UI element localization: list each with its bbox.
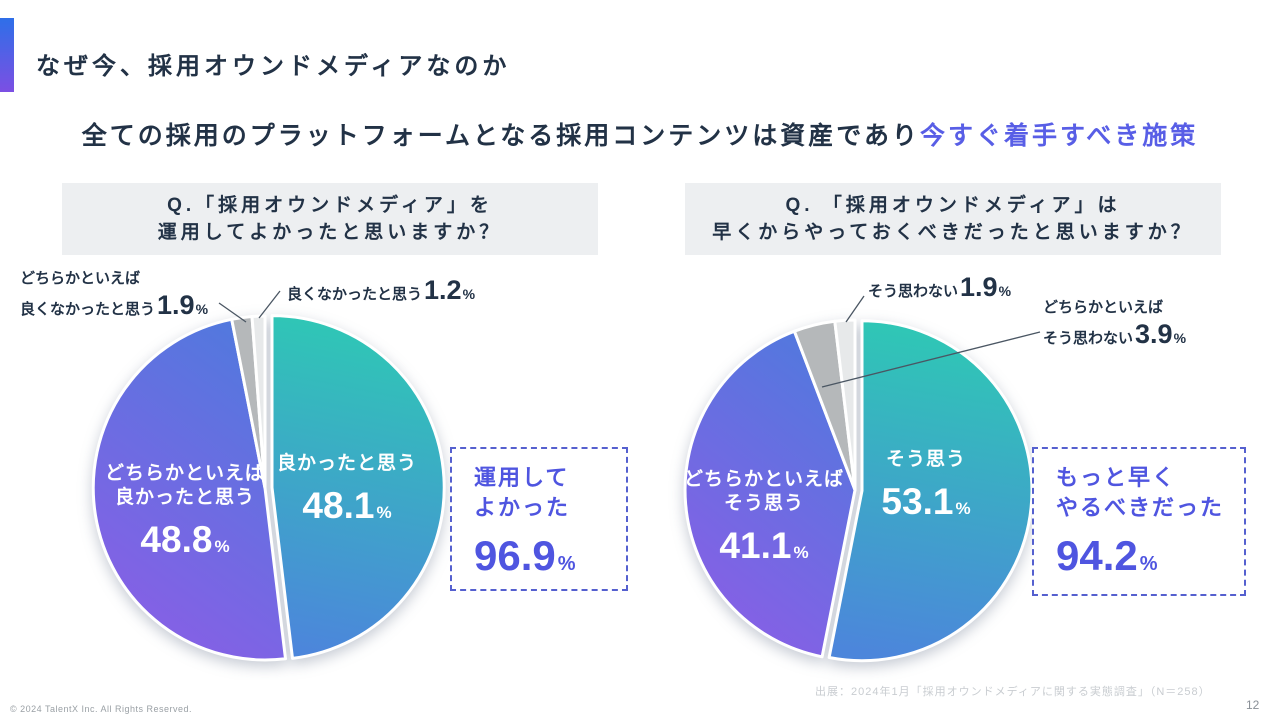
pie-chart-left — [91, 314, 446, 662]
callout-line: 良くなかったと思う1.9% — [20, 290, 209, 320]
callout-value: 1.9 — [960, 272, 998, 302]
summary-value: 94.2% — [1056, 532, 1158, 579]
callout-right-no: そう思わない1.9% — [868, 272, 1012, 302]
slice-value: 41.1% — [719, 525, 809, 566]
callout-value: 1.2 — [424, 275, 462, 305]
percent-sign: % — [998, 283, 1012, 299]
question-left-line-1: Q.「採用オウンドメディア」を — [167, 195, 493, 216]
callout-right-somewhat-no: どちらかといえば そう思わない3.9% — [1043, 295, 1186, 352]
slice-value: 48.1% — [302, 485, 392, 526]
percent-sign: % — [376, 503, 392, 522]
question-box-right: Q. 「採用オウンドメディア」は 早くからやっておくべきだったと思いますか？ — [685, 183, 1221, 255]
percent-sign: % — [793, 543, 809, 562]
pie-slice-lightgray — [250, 314, 267, 490]
leader-line-right-1-9 — [845, 295, 865, 323]
leader-line-left-1-9 — [218, 302, 247, 323]
pie-slice-lightgray — [833, 318, 857, 492]
callout-left-somewhat-bad: どちらかといえば 良くなかったと思う1.9% — [20, 266, 208, 323]
question-left-line-2: 運用してよかったと思いますか？ — [157, 222, 503, 243]
summary-value: 96.9% — [474, 532, 576, 579]
summary-box-left: 運用して よかった 96.9% — [450, 447, 628, 591]
source-note: 出展：2024年1月「採用オウンドメディアに関する実態調査」（N＝258） — [815, 686, 1211, 698]
percent-sign: % — [214, 537, 230, 556]
summary-box-right: もっと早く やるべきだった 94.2% — [1032, 447, 1246, 596]
percent-sign: % — [195, 301, 209, 317]
pie-slice-teal — [827, 319, 1034, 663]
title-accent-bar — [0, 18, 14, 92]
leader-line-left-1-2 — [258, 290, 281, 319]
pie-slice-purple — [91, 317, 287, 662]
slice-label-good: 良かったと思う 48.1% — [262, 452, 432, 524]
percent-sign: % — [462, 286, 476, 302]
percent-sign: % — [1139, 553, 1158, 575]
copyright: © 2024 TalentX Inc. All Rights Reserved. — [10, 704, 193, 714]
subtitle-plain-text: 全ての採用のプラットフォームとなる採用コンテンツは資産であり — [81, 122, 920, 150]
callout-line: そう思わない3.9% — [1043, 319, 1187, 349]
percent-sign: % — [557, 553, 576, 575]
question-right-line-1: Q. 「採用オウンドメディア」は — [785, 195, 1121, 216]
subtitle-accent-text: 今すぐ着手すべき施策 — [920, 122, 1199, 150]
page-number: 12 — [1246, 698, 1260, 712]
callout-left-bad: 良くなかったと思う1.2% — [287, 275, 476, 305]
percent-sign: % — [1173, 330, 1187, 346]
pie-slice-purple — [683, 329, 857, 659]
slice-label-somewhat-agree: どちらかといえば そう思う 41.1% — [679, 468, 849, 564]
leader-line-right-3-9 — [821, 331, 1041, 388]
pie-slice-teal — [270, 314, 446, 660]
slice-value: 53.1% — [881, 481, 971, 522]
percent-sign: % — [955, 499, 971, 518]
callout-value: 1.9 — [157, 290, 195, 320]
slice-value: 48.8% — [140, 519, 230, 560]
callout-value: 3.9 — [1135, 319, 1173, 349]
slide-subtitle: 全ての採用のプラットフォームとなる採用コンテンツは資産であり今すぐ着手すべき施策 — [0, 116, 1280, 152]
question-right-line-2: 早くからやっておくべきだったと思いますか？ — [712, 222, 1194, 243]
slice-label-agree: そう思う 53.1% — [841, 448, 1011, 520]
callout-line: どちらかといえば — [1043, 299, 1164, 316]
question-box-left: Q.「採用オウンドメディア」を 運用してよかったと思いますか？ — [62, 183, 598, 255]
page-title: なぜ今、採用オウンドメディアなのか — [36, 53, 511, 81]
slice-label-somewhat-good: どちらかといえば 良かったと思う 48.8% — [100, 462, 270, 558]
leader-lines — [218, 290, 1041, 388]
pie-charts-canvas — [91, 290, 1041, 663]
pie-chart-right — [683, 318, 1034, 663]
callout-line: どちらかといえば — [20, 270, 141, 287]
